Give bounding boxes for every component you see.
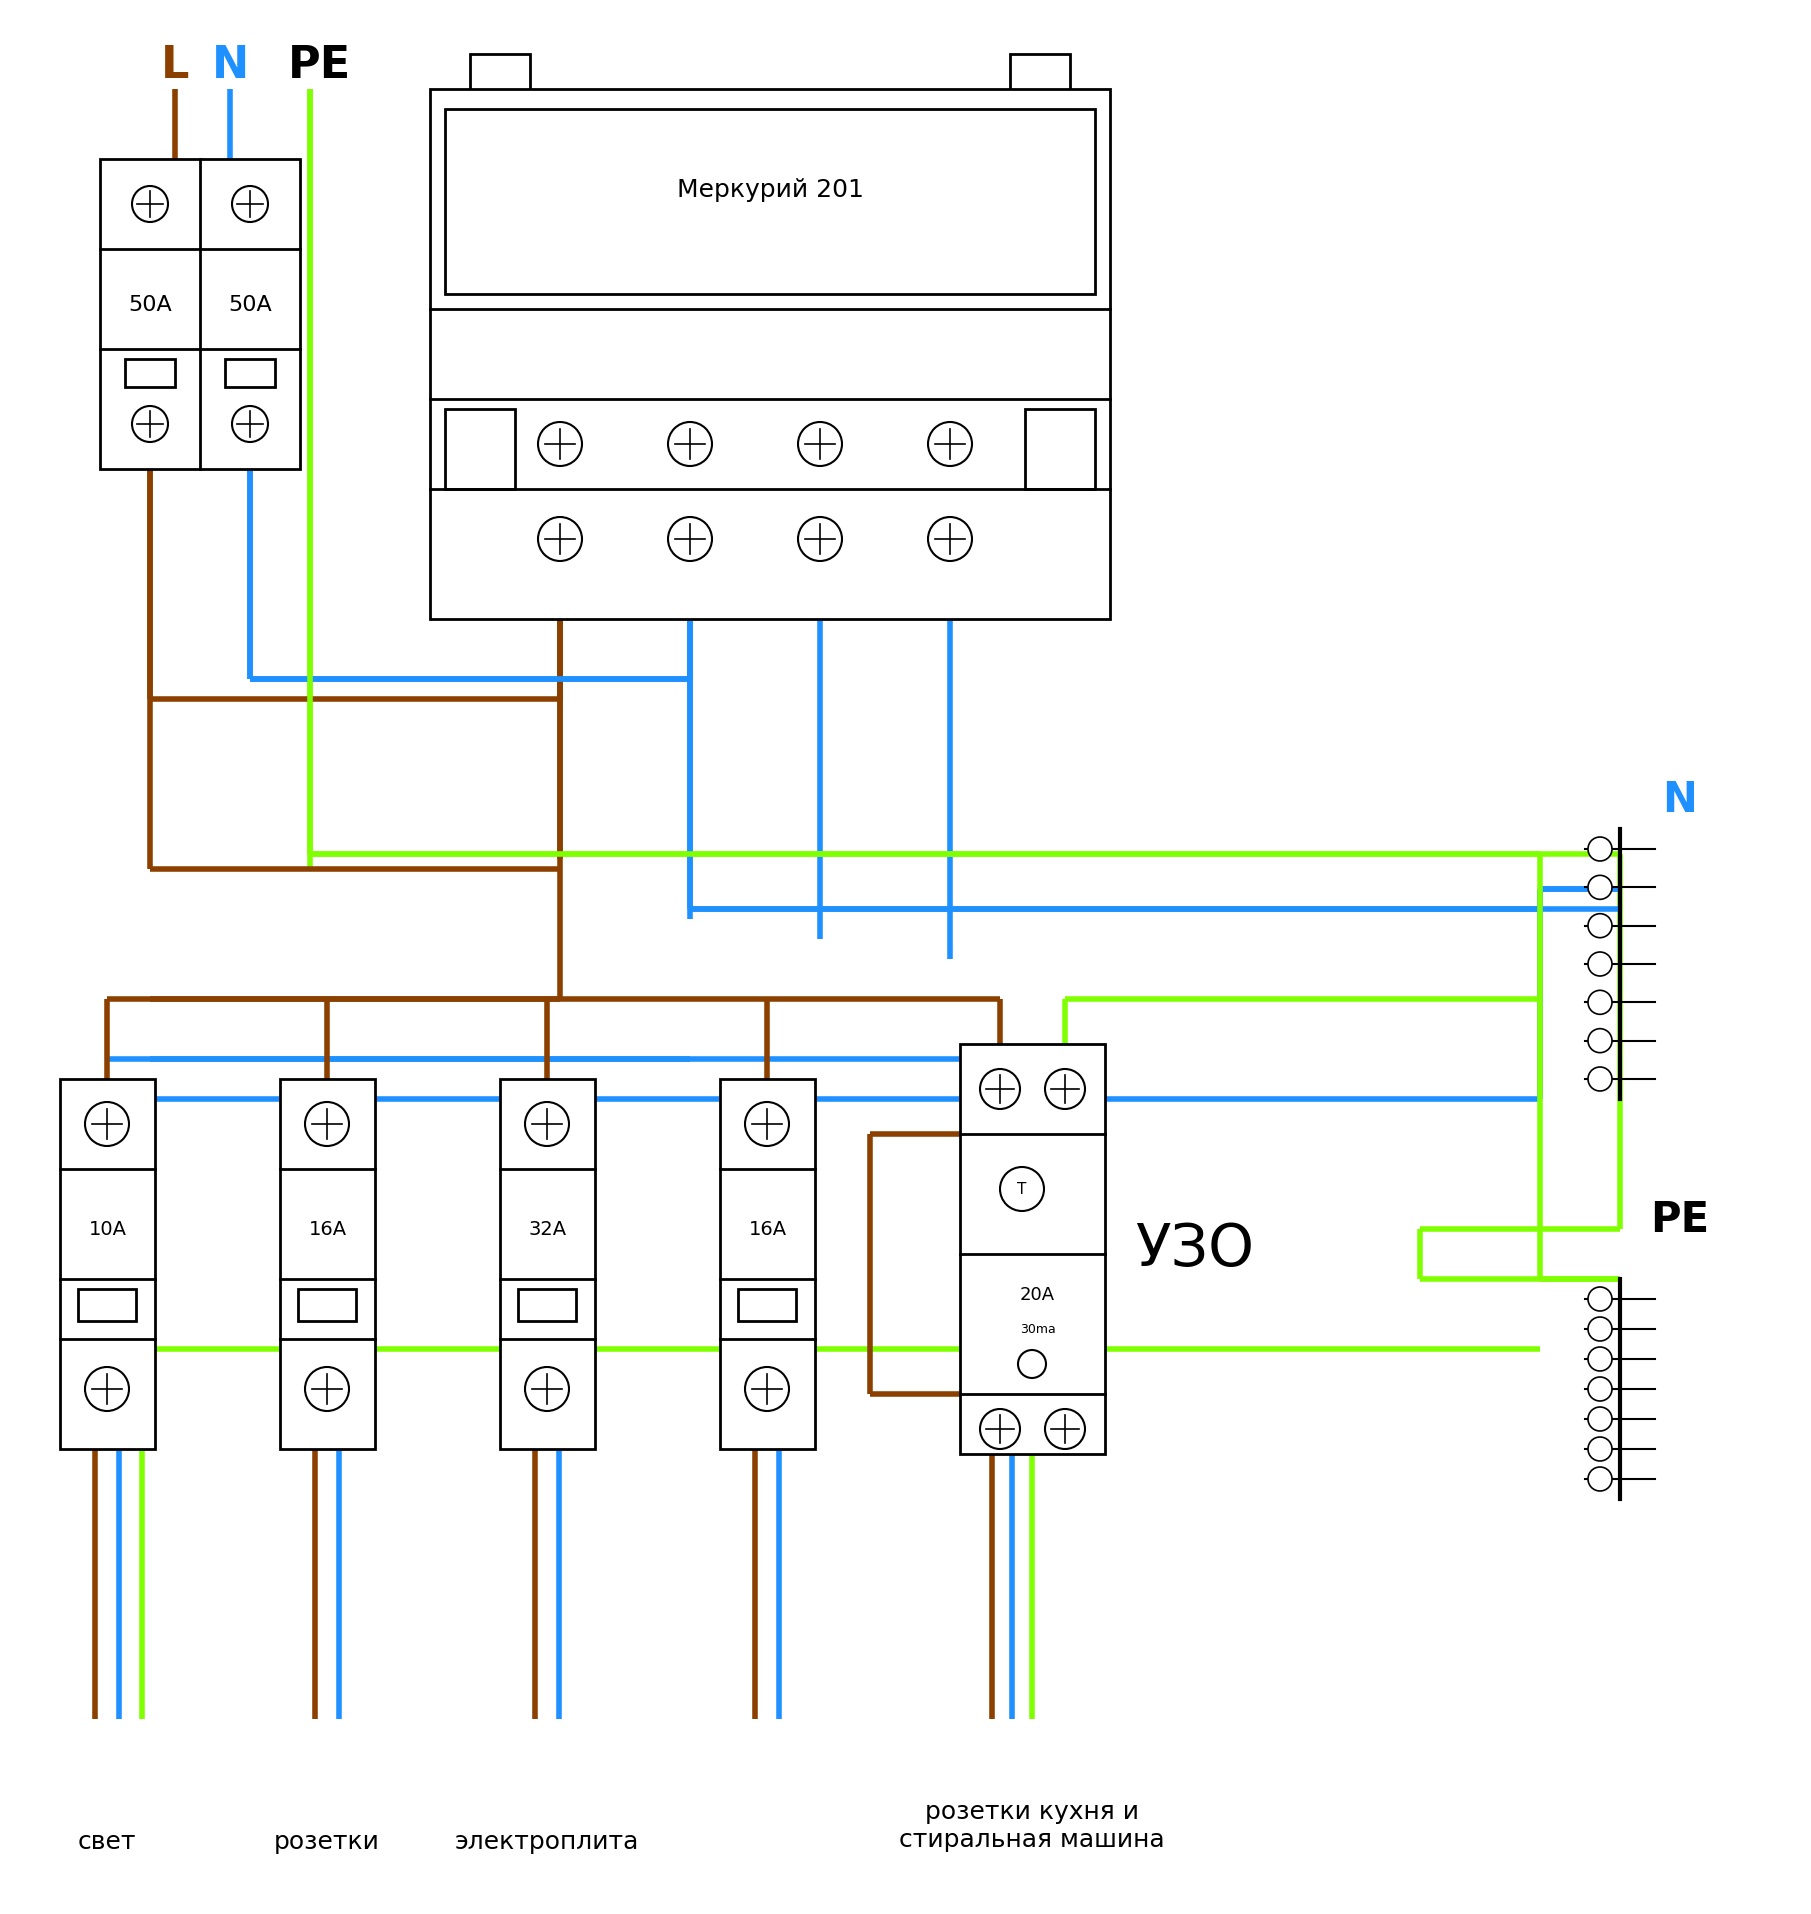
Bar [518, 1290, 576, 1321]
Circle shape [1588, 1288, 1612, 1311]
Circle shape [1588, 1378, 1612, 1401]
Text: розетки: розетки [273, 1830, 380, 1853]
Circle shape [1588, 1407, 1612, 1432]
Bar [78, 1290, 136, 1321]
Circle shape [927, 517, 973, 561]
Bar [471, 56, 531, 96]
Text: 50A: 50A [228, 295, 272, 314]
Bar [1025, 410, 1096, 490]
Text: N: N [1662, 779, 1697, 821]
Bar [1011, 56, 1070, 96]
Text: 20A: 20A [1020, 1286, 1056, 1303]
Circle shape [799, 423, 842, 467]
Bar [960, 1045, 1105, 1455]
Circle shape [1588, 1437, 1612, 1460]
Circle shape [525, 1102, 569, 1146]
Circle shape [668, 517, 712, 561]
Text: розетки кухня и
стиральная машина: розетки кухня и стиральная машина [900, 1799, 1164, 1851]
Bar [446, 410, 514, 490]
Bar [739, 1290, 797, 1321]
Circle shape [1588, 877, 1612, 900]
Circle shape [799, 517, 842, 561]
Circle shape [85, 1102, 129, 1146]
Text: свет: свет [78, 1830, 136, 1853]
Circle shape [668, 423, 712, 467]
Circle shape [132, 408, 168, 442]
Circle shape [1588, 838, 1612, 861]
Text: 30ma: 30ma [1020, 1323, 1056, 1336]
Circle shape [538, 423, 581, 467]
Text: PE: PE [1650, 1198, 1710, 1240]
Circle shape [132, 188, 168, 222]
Text: УЗО: УЗО [1135, 1221, 1255, 1279]
Circle shape [304, 1102, 350, 1146]
Bar [60, 1079, 156, 1449]
Text: 50A: 50A [129, 295, 172, 314]
Bar [429, 90, 1110, 620]
Circle shape [538, 517, 581, 561]
Bar [125, 360, 176, 389]
Circle shape [525, 1367, 569, 1411]
Text: PE: PE [288, 44, 351, 86]
Circle shape [85, 1367, 129, 1411]
Circle shape [1018, 1349, 1047, 1378]
Circle shape [304, 1367, 350, 1411]
Text: 16A: 16A [308, 1219, 346, 1238]
Bar [446, 109, 1096, 295]
Bar [281, 1079, 375, 1449]
Bar [299, 1290, 357, 1321]
Circle shape [1588, 991, 1612, 1014]
Circle shape [232, 188, 268, 222]
Circle shape [1588, 915, 1612, 938]
Circle shape [1045, 1409, 1085, 1449]
Text: Меркурий 201: Меркурий 201 [677, 178, 864, 201]
Circle shape [1588, 1030, 1612, 1053]
Circle shape [1588, 1068, 1612, 1091]
Circle shape [980, 1409, 1020, 1449]
Circle shape [980, 1070, 1020, 1110]
Circle shape [744, 1367, 790, 1411]
Bar [500, 1079, 596, 1449]
Text: 32A: 32A [529, 1219, 567, 1238]
Text: T: T [1018, 1181, 1027, 1196]
Bar [225, 360, 275, 389]
Circle shape [744, 1102, 790, 1146]
Text: N: N [212, 44, 248, 86]
Bar [721, 1079, 815, 1449]
Circle shape [232, 408, 268, 442]
Bar [100, 161, 301, 469]
Circle shape [1588, 1347, 1612, 1370]
Circle shape [927, 423, 973, 467]
Text: 16A: 16A [748, 1219, 786, 1238]
Circle shape [1588, 1468, 1612, 1491]
Circle shape [1000, 1168, 1043, 1212]
Circle shape [1045, 1070, 1085, 1110]
Text: L: L [161, 44, 188, 86]
Text: 10A: 10A [89, 1219, 127, 1238]
Text: электроплита: электроплита [455, 1830, 639, 1853]
Circle shape [1588, 953, 1612, 976]
Circle shape [1588, 1317, 1612, 1342]
